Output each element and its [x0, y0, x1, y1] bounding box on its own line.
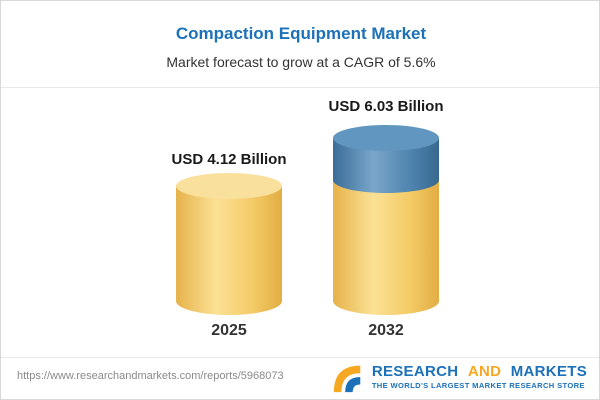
value-label-2032: USD 6.03 Billion — [328, 98, 444, 115]
report-url: https://www.researchandmarkets.com/repor… — [17, 370, 284, 382]
footer-divider — [1, 357, 599, 358]
brand-name: RESEARCH AND MARKETS — [372, 363, 587, 380]
x-axis-label-2025: 2025 — [211, 322, 247, 339]
cylinder-bar-2032 — [333, 125, 439, 315]
brand-word-markets: MARKETS — [510, 363, 587, 381]
value-label-2025: USD 4.12 Billion — [171, 151, 287, 168]
cylinder-2025-body — [176, 186, 282, 315]
brand-text: RESEARCH AND MARKETS THE WORLD'S LARGEST… — [372, 363, 587, 391]
brand-word-and: AND — [467, 363, 502, 381]
brand-block: RESEARCH AND MARKETS THE WORLD'S LARGEST… — [331, 360, 587, 394]
research-and-markets-logo-icon — [333, 365, 361, 393]
brand-word-research: RESEARCH — [371, 363, 459, 381]
brand-tagline: THE WORLD'S LARGEST MARKET RESEARCH STOR… — [371, 381, 585, 391]
cylinder-2032-top-ellipse — [333, 125, 439, 151]
x-axis-label-2032: 2032 — [368, 322, 404, 339]
cylinder-2025-top-ellipse — [176, 173, 282, 199]
cylinder-bar-2025 — [176, 173, 282, 315]
header-divider — [1, 87, 599, 88]
page-title: Compaction Equipment Market — [175, 24, 427, 43]
cylinder-2032-base-segment — [333, 180, 439, 315]
page-subtitle: Market forecast to grow at a CAGR of 5.6… — [166, 54, 436, 70]
